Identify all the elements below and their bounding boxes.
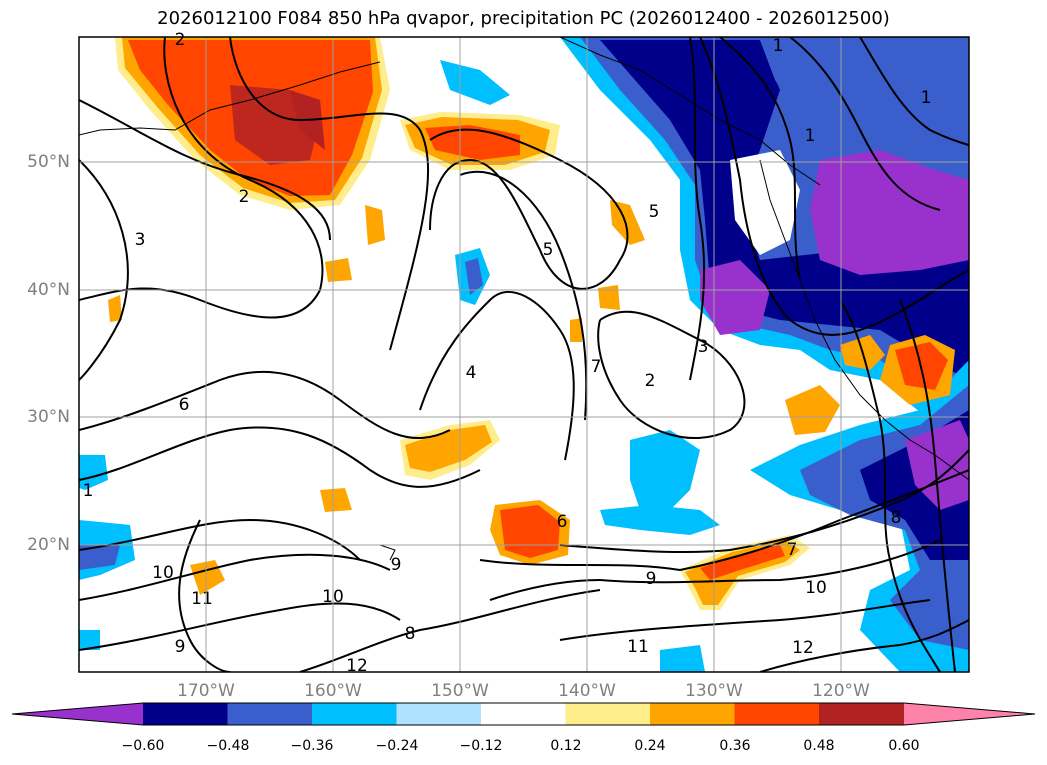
precip-shading	[79, 37, 969, 672]
contour-label: 5	[543, 240, 554, 260]
colorbar-tick: 0.24	[634, 738, 666, 754]
contour-label: 6	[179, 395, 190, 415]
colorbar-cell	[819, 703, 904, 725]
colorbar-tick: −0.36	[290, 738, 334, 754]
contour-label: 7	[787, 540, 798, 560]
contour-label: 8	[891, 508, 902, 528]
lat-label: 30°N	[27, 407, 70, 427]
contour-label: 1	[773, 36, 784, 56]
contour-label: 7	[591, 357, 602, 377]
colorbar-cell	[565, 703, 651, 725]
contour-label: 1	[805, 126, 816, 146]
contour-label: 3	[135, 230, 146, 250]
contour-label: 12	[346, 656, 368, 676]
colorbar-cell	[312, 703, 397, 725]
lat-label: 50°N	[27, 152, 70, 172]
colorbar-tick: −0.12	[459, 738, 503, 754]
colorbar-tick: −0.48	[206, 738, 250, 754]
contour-labels: 1 1 1 1 2 2 2 3 3 4 5 5 6 6 7 7 8 8 9 9 …	[83, 30, 932, 676]
contour-label: 2	[175, 30, 186, 50]
colorbar-cell	[734, 703, 820, 725]
contour-label: 9	[175, 637, 186, 657]
contour-label: 12	[792, 638, 814, 658]
contour-label: 3	[698, 337, 709, 357]
contour-label: 4	[466, 363, 477, 383]
contour-label: 2	[239, 187, 250, 207]
colorbar-cell	[650, 703, 735, 725]
colorbar-tick: −0.60	[121, 738, 165, 754]
contour-label: 9	[391, 555, 402, 575]
colorbar-extend-low	[12, 703, 143, 725]
contour-label: 8	[405, 624, 416, 644]
qvapor-contours	[79, 37, 969, 672]
lat-label: 20°N	[27, 535, 70, 555]
lon-label: 150°W	[431, 681, 489, 701]
colorbar-cell	[396, 703, 482, 725]
colorbar-tick: 0.36	[719, 738, 751, 754]
colorbar-extend-high	[904, 703, 1035, 725]
lon-label: 170°W	[177, 681, 235, 701]
colorbar-tick: 0.12	[550, 738, 582, 754]
contour-label: 6	[557, 512, 568, 532]
lon-label: 140°W	[558, 681, 616, 701]
lat-label: 40°N	[27, 280, 70, 300]
colorbar-tick: −0.24	[375, 738, 419, 754]
contour-label: 10	[805, 578, 827, 598]
contour-label: 5	[649, 202, 660, 222]
contour-label: 2	[645, 371, 656, 391]
contour-label: 9	[646, 569, 657, 589]
lon-label: 160°W	[304, 681, 362, 701]
colorbar-tick: 0.60	[888, 738, 920, 754]
contour-label: 11	[191, 589, 213, 609]
colorbar-cell	[481, 703, 566, 725]
colorbar	[11, 702, 1036, 726]
colorbar-tick: 0.48	[803, 738, 835, 754]
coastlines	[79, 37, 969, 561]
colorbar-cell	[143, 703, 228, 725]
contour-label: 1	[83, 481, 94, 501]
colorbar-cell	[227, 703, 313, 725]
lon-label: 130°W	[685, 681, 743, 701]
map-frame	[78, 36, 970, 673]
map-title: 2026012100 F084 850 hPa qvapor, precipit…	[157, 8, 890, 29]
contour-label: 10	[152, 563, 174, 583]
contour-label: 1	[921, 88, 932, 108]
contour-label: 11	[627, 637, 649, 657]
lon-label: 120°W	[812, 681, 870, 701]
graticule	[79, 37, 969, 672]
